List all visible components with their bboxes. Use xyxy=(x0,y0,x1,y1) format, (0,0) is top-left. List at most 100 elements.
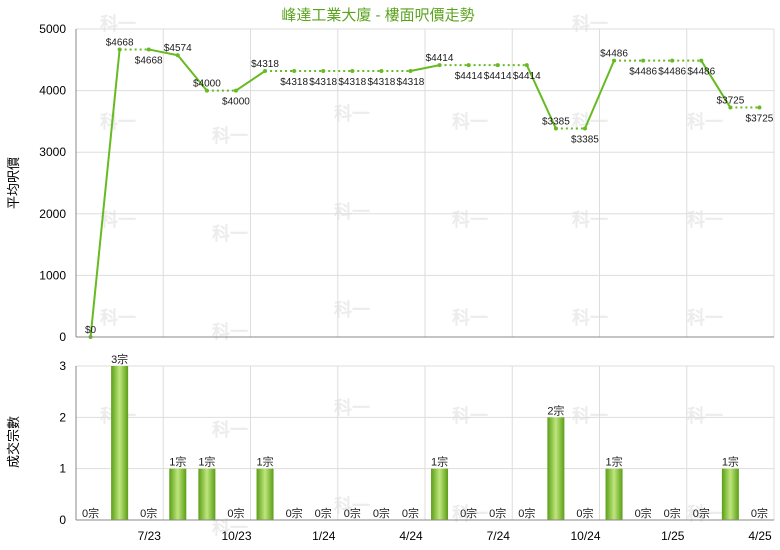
watermark-text: 科一 xyxy=(212,223,248,244)
line-point xyxy=(553,126,558,131)
line-point-label: $4318 xyxy=(397,77,425,88)
line-point xyxy=(379,69,384,74)
line-point xyxy=(466,63,471,68)
watermark-text: 科一 xyxy=(212,321,248,342)
line-point xyxy=(233,88,238,93)
bar-label: 0宗 xyxy=(286,506,303,520)
bar-label: 0宗 xyxy=(344,506,361,520)
watermark-text: 科一 xyxy=(334,103,370,124)
line-point xyxy=(641,58,646,63)
line-series: $0$4668$4668$4574$4000$4000$4318$4318 $43… xyxy=(85,37,774,339)
line-point-label: $3385 xyxy=(571,134,599,145)
line-point-label: $4000 xyxy=(222,97,250,108)
watermark-text: 科一 xyxy=(572,307,608,328)
bottom-y-tick-labels: 0 1 2 3 xyxy=(59,359,66,527)
bar xyxy=(256,468,274,520)
x-tick-label: 7/23 xyxy=(138,529,162,543)
bar xyxy=(431,468,449,520)
chart-title: 峰達工業大廈 - 樓面呎價走勢 xyxy=(281,6,474,24)
watermark-text: 科一 xyxy=(100,13,136,34)
watermark-text: 科一 xyxy=(687,503,723,524)
line-segment xyxy=(177,54,208,92)
line-point-label: $4318 xyxy=(309,77,337,88)
bar-label: 2宗 xyxy=(547,403,564,417)
line-segment xyxy=(584,60,615,129)
bar xyxy=(169,468,187,520)
line-point-label: $3385 xyxy=(542,116,570,127)
x-tick-label: 1/25 xyxy=(661,529,685,543)
line-segment xyxy=(89,49,121,338)
top-y-tick-label: 4000 xyxy=(39,84,66,98)
bottom-y-tick-label: 0 xyxy=(59,513,66,527)
line-point xyxy=(204,88,209,93)
watermark-text: 科一 xyxy=(100,111,136,132)
line-point-label: $4486 xyxy=(687,67,715,78)
watermark-text: 科一 xyxy=(100,307,136,328)
bar-label: 0宗 xyxy=(635,506,652,520)
bar-label: 0宗 xyxy=(693,506,710,520)
bar-label: 0宗 xyxy=(576,506,593,520)
line-point-label: $4486 xyxy=(658,67,686,78)
bar-label: 1宗 xyxy=(198,455,215,469)
watermark-text: 科一 xyxy=(100,209,136,230)
line-point xyxy=(495,63,500,68)
top-y-axis-title: 平均呎價 xyxy=(6,157,21,209)
bar-label: 0宗 xyxy=(751,506,768,520)
top-y-tick-label: 2000 xyxy=(39,207,66,221)
watermark-text: 科一 xyxy=(212,517,248,538)
line-point-label: $4486 xyxy=(600,49,628,60)
watermark-text: 科一 xyxy=(572,209,608,230)
line-point-label: $4318 xyxy=(251,59,279,70)
bar-label: 1宗 xyxy=(605,455,622,469)
bar-label: 0宗 xyxy=(315,506,332,520)
line-point-label: $4486 xyxy=(629,67,657,78)
line-point xyxy=(699,58,704,63)
line-segment xyxy=(235,70,266,92)
line-segment xyxy=(148,48,178,57)
bar-label: 0宗 xyxy=(227,506,244,520)
watermark-text: 科一 xyxy=(212,419,248,440)
top-y-tick-label: 5000 xyxy=(39,22,66,36)
line-point-label: $4414 xyxy=(455,71,483,82)
line-point xyxy=(437,63,442,68)
line-point-label: $4414 xyxy=(513,71,541,82)
watermark-text: 科一 xyxy=(687,209,723,230)
watermark-text: 科一 xyxy=(452,307,488,328)
top-y-tick-label: 0 xyxy=(59,330,66,344)
line-point-label: $3725 xyxy=(716,96,744,107)
bottom-y-axis-title: 成交宗數 xyxy=(6,416,21,468)
watermark-text: 科一 xyxy=(687,307,723,328)
bar xyxy=(111,366,129,520)
watermark-text: 科一 xyxy=(687,111,723,132)
watermark-text: 科一 xyxy=(334,201,370,222)
line-point-label: $4318 xyxy=(280,77,308,88)
line-point-label: $0 xyxy=(85,325,97,336)
line-point-label: $4000 xyxy=(193,79,221,90)
line-point xyxy=(612,58,617,63)
line-point-label: $4414 xyxy=(484,71,512,82)
watermark-text: 科一 xyxy=(572,13,608,34)
bar-label: 0宗 xyxy=(140,506,157,520)
bar xyxy=(547,417,565,520)
x-tick-label: 1/24 xyxy=(312,529,336,543)
bottom-y-tick-label: 2 xyxy=(59,410,66,424)
line-segment xyxy=(525,64,557,129)
line-point-label: $4574 xyxy=(164,43,192,54)
watermark-text: 科一 xyxy=(452,405,488,426)
bar-label: 3宗 xyxy=(111,352,128,366)
bottom-y-tick-label: 3 xyxy=(59,359,66,373)
bar-label: 0宗 xyxy=(489,506,506,520)
bar-label: 0宗 xyxy=(82,506,99,520)
bottom-y-tick-label: 1 xyxy=(59,462,66,476)
line-point-label: $3725 xyxy=(746,114,774,125)
line-point xyxy=(321,69,326,74)
bar-label: 0宗 xyxy=(373,506,390,520)
bar-series: 0宗 3宗 0宗 1宗 1宗 0宗 1宗 0宗 0宗 0宗 0宗 0宗 1宗 0宗 0宗 0宗 2宗 0宗 1宗 0宗… xyxy=(82,352,768,520)
line-segment xyxy=(700,60,732,109)
line-point xyxy=(524,63,529,68)
bar xyxy=(721,468,739,520)
line-point xyxy=(670,58,675,63)
watermark-text: 科一 xyxy=(334,299,370,320)
x-tick-label: 4/24 xyxy=(399,529,423,543)
